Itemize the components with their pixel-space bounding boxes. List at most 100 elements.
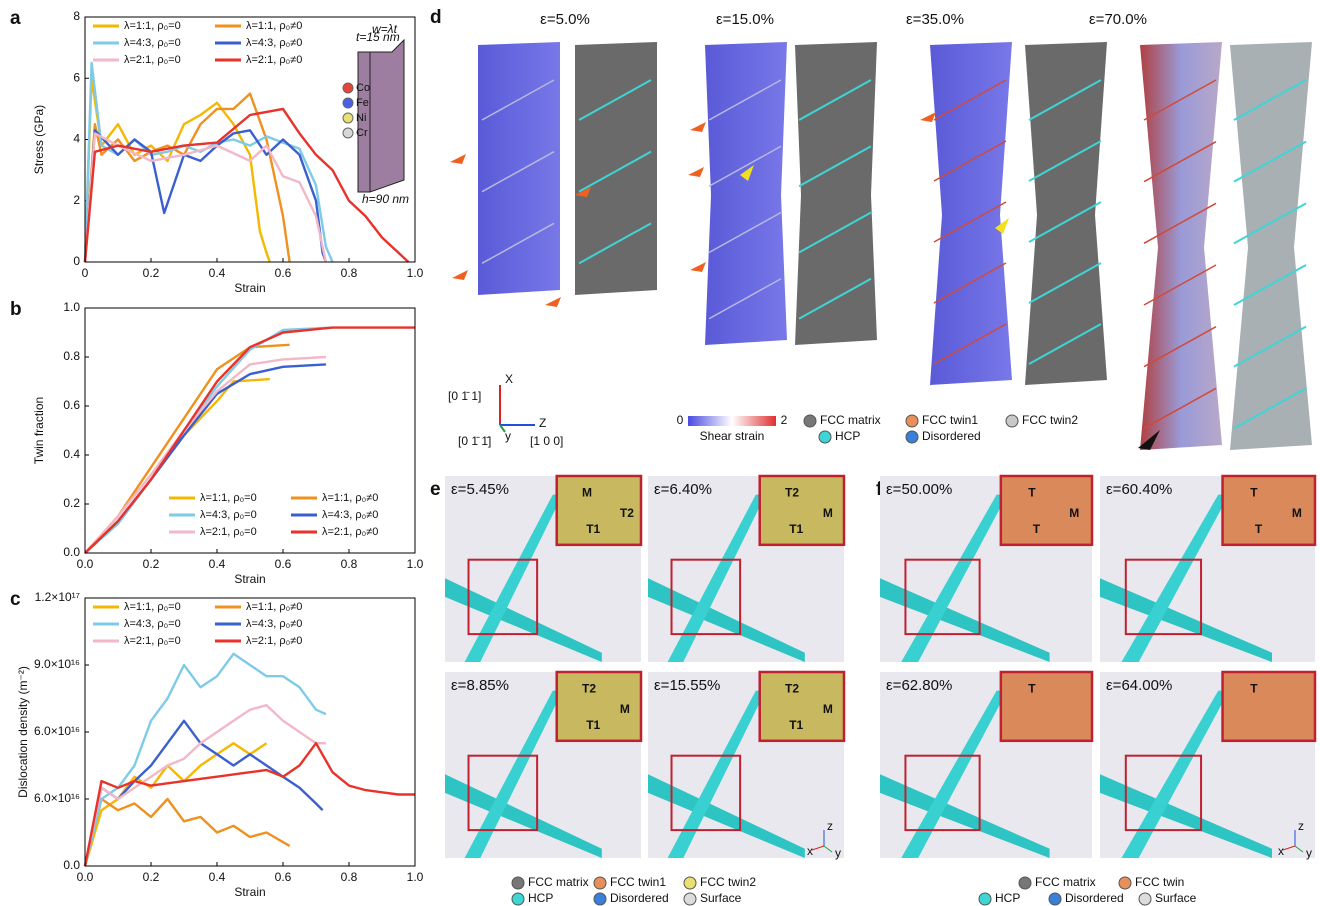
legend-label: Surface bbox=[1155, 891, 1197, 905]
triad-label: y bbox=[835, 846, 841, 860]
arrow bbox=[450, 154, 466, 164]
x-tick-label: 0.8 bbox=[341, 870, 358, 884]
arrow bbox=[545, 297, 561, 307]
series-line bbox=[85, 654, 326, 866]
x-tick-label: 0.2 bbox=[143, 266, 160, 280]
legend-label: λ=2:1, ρ₀≠0 bbox=[246, 54, 302, 66]
legend-label: λ=4:3, ρ₀≠0 bbox=[246, 37, 302, 49]
atom-column-shear bbox=[705, 42, 787, 345]
x-tick-label: 1.0 bbox=[407, 870, 424, 884]
legend-label: FCC twin2 bbox=[700, 875, 756, 889]
legend-label: HCP bbox=[995, 891, 1020, 905]
inset-label: T bbox=[1028, 485, 1036, 499]
inset-label: T2 bbox=[785, 485, 799, 499]
legend-label: λ=1:1, ρ₀=0 bbox=[200, 492, 257, 504]
inset-label: T bbox=[1250, 681, 1258, 695]
atom-column-phase bbox=[1230, 42, 1312, 450]
legend-label: λ=4:3, ρ₀=0 bbox=[124, 618, 181, 630]
inset-label: T bbox=[1250, 485, 1258, 499]
strain-label: ε=8.85% bbox=[451, 677, 509, 694]
y-axis-label: Stress (GPa) bbox=[32, 105, 46, 174]
inset-annotation: h=90 nm bbox=[362, 192, 409, 206]
x-tick-label: 0.6 bbox=[275, 557, 292, 571]
axis-name: y bbox=[505, 429, 511, 443]
inset-legend-dot bbox=[343, 98, 353, 108]
series-line bbox=[85, 94, 290, 262]
legend-dot bbox=[979, 893, 991, 905]
legend-dot bbox=[819, 431, 831, 443]
inset-label: M bbox=[823, 506, 833, 520]
legend-label: FCC matrix bbox=[528, 875, 589, 889]
legend-dot bbox=[594, 893, 606, 905]
legend-label: FCC twin bbox=[1135, 875, 1184, 889]
strain-label: ε=5.0% bbox=[540, 11, 590, 28]
axis-direction: [0 1̄ 1̄] bbox=[458, 434, 491, 448]
y-tick-label: 0.0 bbox=[63, 858, 80, 872]
legend-label: λ=2:1, ρ₀≠0 bbox=[322, 526, 378, 538]
x-tick-label: 0.6 bbox=[275, 870, 292, 884]
legend-label: λ=1:1, ρ₀=0 bbox=[124, 20, 181, 32]
strain-label: ε=6.40% bbox=[654, 481, 712, 498]
axis-name: X bbox=[505, 372, 513, 386]
legend-label: Disordered bbox=[922, 429, 981, 443]
strain-label: ε=5.45% bbox=[451, 481, 509, 498]
x-tick-label: 0.8 bbox=[341, 557, 358, 571]
strain-label: ε=62.80% bbox=[886, 677, 952, 694]
strain-label: ε=60.40% bbox=[1106, 481, 1172, 498]
panel-label: c bbox=[10, 589, 21, 610]
y-tick-label: 0.8 bbox=[63, 349, 80, 363]
arrow bbox=[690, 122, 706, 132]
inset-legend-label: Ni bbox=[356, 112, 366, 124]
inset-label: M bbox=[1292, 506, 1302, 520]
legend-label: FCC matrix bbox=[1035, 875, 1096, 889]
panel-label: a bbox=[10, 8, 21, 29]
legend-dot bbox=[512, 877, 524, 889]
y-tick-label: 1.2×10¹⁷ bbox=[35, 590, 80, 604]
triad-label: z bbox=[827, 819, 833, 833]
arrow bbox=[690, 262, 706, 272]
legend-label: FCC matrix bbox=[820, 413, 881, 427]
panel-label: d bbox=[430, 7, 442, 28]
legend-dot bbox=[684, 877, 696, 889]
x-tick-label: 0.2 bbox=[143, 557, 160, 571]
x-tick-label: 0.4 bbox=[209, 557, 226, 571]
legend-label: Disordered bbox=[1065, 891, 1124, 905]
inset-label: T1 bbox=[789, 522, 803, 536]
inset-label: T1 bbox=[586, 718, 600, 732]
x-tick-label: 0.0 bbox=[77, 557, 94, 571]
atom-column-phase bbox=[1025, 42, 1107, 385]
legend-dot bbox=[1019, 877, 1031, 889]
series-line bbox=[85, 78, 270, 262]
inset-legend-dot bbox=[343, 128, 353, 138]
x-tick-label: 0.6 bbox=[275, 266, 292, 280]
y-tick-label: 0 bbox=[73, 254, 80, 268]
arrow bbox=[688, 167, 704, 177]
legend-label: λ=4:3, ρ₀=0 bbox=[124, 37, 181, 49]
legend-label: λ=1:1, ρ₀=0 bbox=[124, 601, 181, 613]
series-line bbox=[85, 364, 326, 553]
triad-label: y bbox=[1306, 846, 1312, 860]
legend-label: Disordered bbox=[610, 891, 669, 905]
x-axis-label: Strain bbox=[234, 885, 265, 899]
x-tick-label: 1.0 bbox=[407, 557, 424, 571]
zoom-inset bbox=[1001, 672, 1092, 741]
y-tick-label: 4 bbox=[73, 132, 80, 146]
y-tick-label: 0.0 bbox=[63, 545, 80, 559]
legend-label: λ=4:3, ρ₀≠0 bbox=[322, 509, 378, 521]
series-line bbox=[85, 63, 333, 262]
y-tick-label: 6.0×10¹⁶ bbox=[34, 724, 80, 738]
x-tick-label: 1.0 bbox=[407, 266, 424, 280]
x-axis-label: Strain bbox=[234, 281, 265, 295]
panel-label: e bbox=[430, 479, 441, 500]
y-axis-label: Dislocation density (m⁻²) bbox=[16, 666, 30, 798]
legend-dot bbox=[1006, 415, 1018, 427]
y-tick-label: 8 bbox=[73, 9, 80, 23]
triad-label: z bbox=[1298, 819, 1304, 833]
legend-dot bbox=[1119, 877, 1131, 889]
inset-label: T1 bbox=[789, 718, 803, 732]
legend-label: λ=2:1, ρ₀=0 bbox=[200, 526, 257, 538]
inset-legend-label: Fe bbox=[356, 97, 369, 109]
legend-dot bbox=[1139, 893, 1151, 905]
y-tick-label: 0.4 bbox=[63, 447, 80, 461]
strain-label: ε=70.0% bbox=[1089, 11, 1147, 28]
